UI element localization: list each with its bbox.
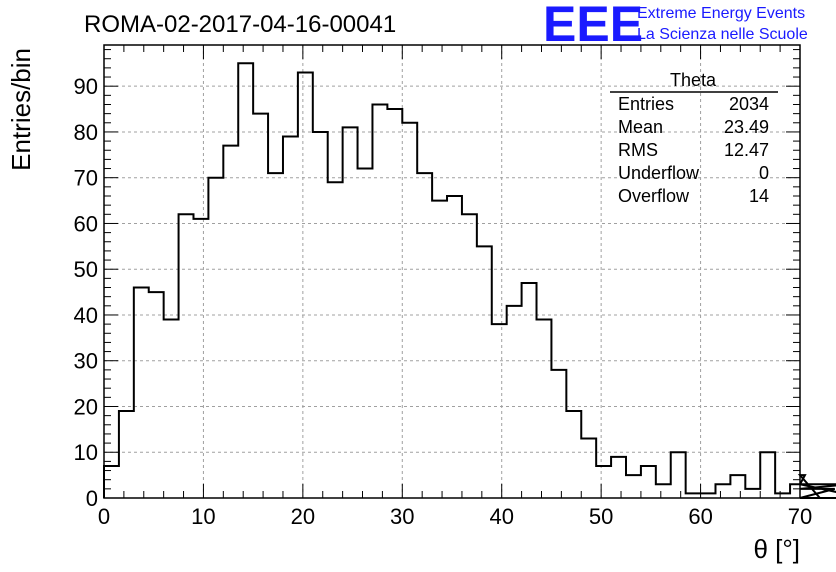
x-tick-label: 10 — [191, 504, 215, 529]
histogram-bin — [193, 219, 208, 498]
histogram-bin — [402, 123, 417, 498]
x-tick-label: 70 — [788, 504, 812, 529]
histogram-bin — [134, 288, 149, 498]
histogram-bin — [149, 292, 164, 498]
histogram-bin — [507, 306, 522, 498]
y-tick-label: 70 — [74, 166, 98, 191]
histogram-bin — [551, 370, 566, 498]
histogram-series — [103, 62, 836, 499]
stats-label-rms: RMS — [618, 140, 658, 160]
y-tick-label: 20 — [74, 394, 98, 419]
eee-logo-text: EEE — [543, 0, 643, 52]
histogram-bin — [581, 439, 596, 498]
histogram-bin — [537, 320, 552, 498]
histogram-bin — [238, 63, 253, 498]
histogram-bin — [417, 173, 432, 498]
stats-value-underflow: 0 — [759, 163, 769, 183]
histogram-bin — [328, 182, 343, 498]
histogram-bin — [164, 320, 179, 498]
histogram-bin — [671, 452, 686, 498]
histogram-bin — [492, 324, 507, 498]
histogram-bin — [760, 452, 775, 498]
histogram-bin — [790, 484, 800, 498]
histogram-bin — [343, 127, 358, 498]
histogram-bin — [522, 283, 537, 498]
stats-label-entries: Entries — [618, 94, 674, 114]
histogram-bin — [745, 489, 760, 498]
stats-value-rms: 12.47 — [724, 140, 769, 160]
y-tick-label: 30 — [74, 349, 98, 374]
histogram-bin — [477, 246, 492, 498]
histogram-bin — [313, 132, 328, 498]
brand-line-1: Extreme Energy Events — [637, 5, 805, 22]
histogram-bin — [223, 146, 238, 498]
histogram-bin — [641, 466, 656, 498]
histogram-bin — [447, 196, 462, 498]
y-tick-label: 10 — [74, 440, 98, 465]
x-tick-label: 20 — [291, 504, 315, 529]
histogram-bin — [730, 475, 745, 498]
x-tick-label: 0 — [98, 504, 110, 529]
y-tick-label: 60 — [74, 211, 98, 236]
histogram-bin — [208, 178, 223, 498]
stats-label-overflow: Overflow — [618, 186, 690, 206]
stats-value-overflow: 14 — [749, 186, 769, 206]
chart-title: ROMA-02-2017-04-16-00041 — [84, 11, 396, 38]
x-tick-label: 50 — [589, 504, 613, 529]
histogram-bin — [596, 466, 611, 498]
brand-line-2: La Scienza nelle Scuole — [637, 26, 808, 43]
histogram-bin — [372, 104, 387, 498]
histogram-bin — [432, 201, 447, 498]
histogram-bin — [387, 109, 402, 498]
stats-label-mean: Mean — [618, 117, 663, 137]
histogram-bin — [268, 173, 283, 498]
histogram-bin — [611, 457, 626, 498]
y-tick-label: 40 — [74, 303, 98, 328]
stats-label-underflow: Underflow — [618, 163, 700, 183]
x-tick-label: 30 — [390, 504, 414, 529]
x-tick-label: 40 — [489, 504, 513, 529]
histogram-bin — [566, 411, 581, 498]
histogram-bin — [462, 214, 477, 498]
y-tick-label: 50 — [74, 257, 98, 282]
axes: 0 10 20 30 40 50 60 70 0 10 20 30 40 50 60 70 80 90 — [74, 44, 812, 529]
histogram-bin — [626, 475, 641, 498]
histogram-bin — [358, 169, 373, 498]
y-tick-label: 90 — [74, 74, 98, 99]
x-tick-label: 60 — [688, 504, 712, 529]
y-tick-label: 80 — [74, 120, 98, 145]
y-tick-label: 0 — [86, 486, 98, 511]
histogram-bin — [119, 411, 134, 498]
stats-title: Theta — [670, 70, 717, 90]
histogram-bin — [715, 484, 730, 498]
y-axis-label: Entries/bin — [6, 48, 36, 171]
histogram-bin — [179, 214, 194, 498]
stats-value-mean: 23.49 — [724, 117, 769, 137]
histogram-bin — [283, 137, 298, 498]
histogram-bin — [253, 114, 268, 498]
stats-box: Theta Entries 2034 Mean 23.49 RMS 12.47 … — [610, 70, 778, 206]
histogram-bin — [656, 484, 671, 498]
eee-logo: EEE Extreme Energy Events La Scienza nel… — [543, 0, 808, 52]
stats-value-entries: 2034 — [729, 94, 769, 114]
histogram-outline — [103, 62, 836, 499]
plot-frame — [103, 44, 801, 499]
histogram-bin — [298, 72, 313, 498]
x-axis-label: θ [°] — [753, 534, 800, 564]
